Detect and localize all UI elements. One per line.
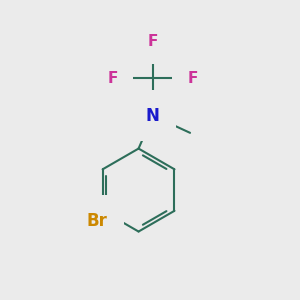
Text: N: N: [146, 107, 160, 125]
Text: Br: Br: [87, 212, 108, 230]
Text: F: F: [108, 71, 118, 86]
Text: F: F: [148, 34, 158, 49]
Text: F: F: [188, 71, 198, 86]
